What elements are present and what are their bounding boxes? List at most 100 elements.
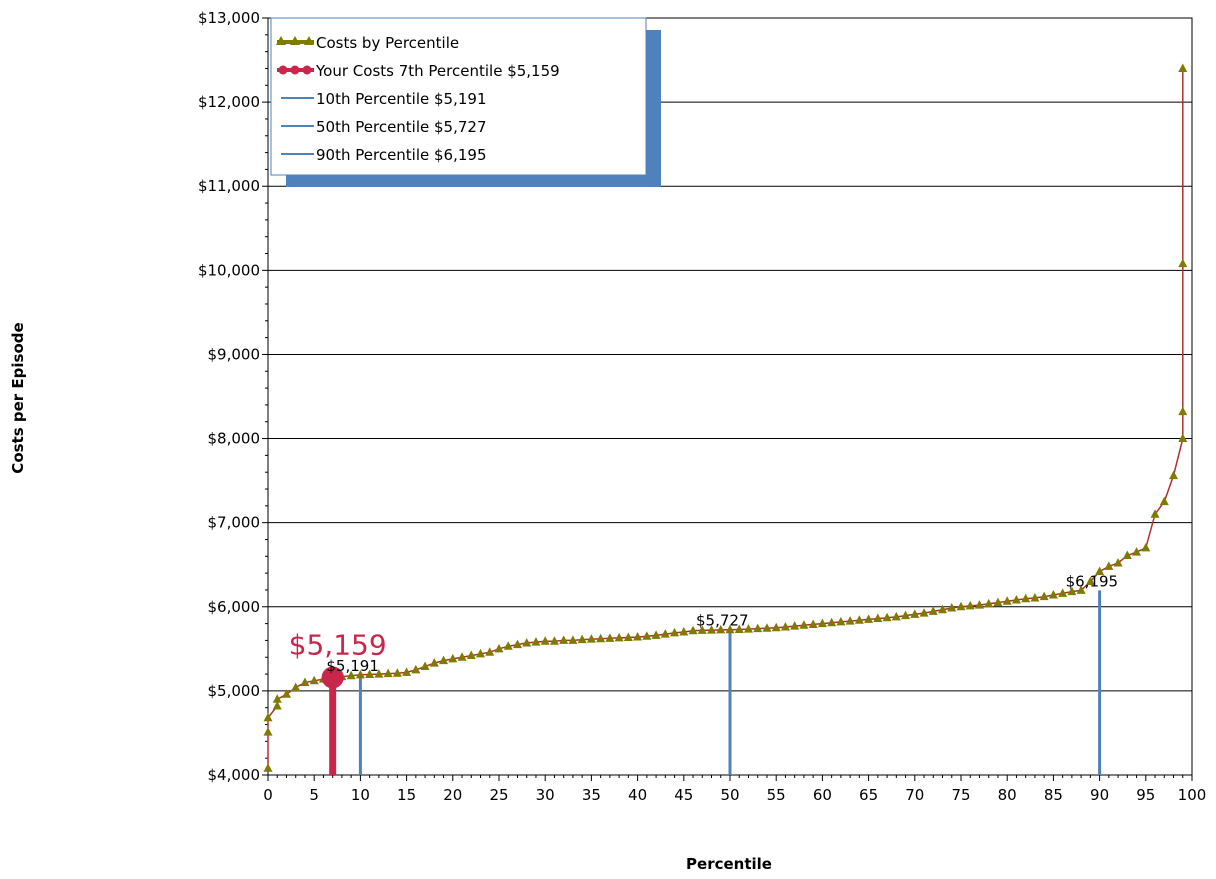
data-point (1122, 550, 1132, 559)
data-point (605, 633, 615, 642)
data-point (845, 616, 855, 625)
data-point (965, 600, 975, 610)
data-point (1030, 592, 1040, 602)
data-point (956, 601, 966, 611)
data-point (725, 624, 735, 634)
data-point (790, 621, 800, 630)
your-costs-marker: $5,159$5,191 $5,727 $6,195 (289, 572, 1118, 775)
data-point (429, 658, 439, 667)
x-tick-label: 100 (1178, 786, 1207, 804)
x-tick-label: 55 (767, 786, 786, 804)
data-point (660, 629, 670, 638)
data-point (670, 627, 680, 637)
x-axis-title: Percentile (686, 855, 772, 873)
data-point (1178, 406, 1188, 416)
data-point (392, 668, 402, 677)
data-point (586, 634, 596, 643)
legend-label: 50th Percentile $5,727 (316, 118, 487, 136)
x-tick-label: 80 (998, 786, 1017, 804)
y-tick-label: $7,000 (208, 514, 261, 532)
data-point (1178, 63, 1188, 72)
data-point (577, 634, 587, 644)
legend-circle-marker (302, 65, 312, 75)
data-point (1113, 558, 1123, 567)
data-point (1159, 496, 1169, 506)
series-line (267, 68, 1184, 769)
data-point (1002, 596, 1012, 605)
data-point (476, 648, 486, 658)
y-tick-label: $6,000 (208, 598, 261, 616)
legend: Costs by Percentile Your Costs 7th Percen… (270, 17, 661, 187)
data-point (901, 610, 911, 620)
data-point (743, 624, 753, 633)
data-point (300, 677, 310, 686)
data-point (365, 669, 375, 678)
data-point (817, 618, 827, 628)
data-point (355, 669, 365, 679)
reference-lines (358, 590, 1102, 775)
data-point (836, 616, 846, 626)
data-point (762, 623, 772, 632)
data-point (272, 694, 282, 703)
data-point (1104, 561, 1114, 570)
data-point (928, 606, 938, 615)
data-point (1169, 470, 1179, 480)
reference-label-10: $5,191 (326, 657, 379, 675)
y-tick-label: $10,000 (198, 261, 260, 279)
data-point (1178, 258, 1188, 268)
data-point (651, 630, 661, 639)
x-tick-label: 65 (859, 786, 878, 804)
data-point (1067, 586, 1077, 596)
x-tick-label: 15 (397, 786, 416, 804)
legend-label: 90th Percentile $6,195 (316, 146, 487, 164)
data-point (827, 617, 837, 627)
data-point (420, 661, 430, 670)
reference-label-90: $6,195 (1066, 572, 1119, 590)
data-point (1150, 509, 1160, 518)
data-point (346, 670, 356, 680)
data-point (466, 650, 476, 660)
data-point (272, 701, 282, 710)
data-point (263, 763, 273, 772)
data-point (873, 613, 883, 623)
data-point (633, 632, 643, 641)
data-point (309, 675, 319, 685)
data-point (780, 621, 790, 631)
legend-label: Costs by Percentile (316, 34, 459, 52)
data-point (919, 608, 929, 617)
data-point (697, 625, 707, 634)
x-tick-label: 50 (720, 786, 739, 804)
legend-label: Your Costs 7th Percentile $5,159 (315, 62, 560, 80)
data-point (485, 647, 495, 656)
your-costs-point (321, 666, 344, 689)
data-point (549, 636, 559, 645)
data-point (383, 668, 393, 678)
data-point (614, 632, 624, 642)
your-costs-label: $5,159 (289, 629, 387, 662)
axes: $4,000 $5,000 $6,000 $7,000 $8,000 $9,000 $10,… (198, 9, 1206, 804)
data-point (512, 639, 522, 649)
legend-label: 10th Percentile $5,191 (316, 90, 487, 108)
data-point (679, 627, 689, 636)
data-point (882, 612, 892, 622)
data-point (799, 620, 809, 629)
data-point (540, 636, 550, 645)
x-tick-label: 45 (674, 786, 693, 804)
x-tick-label: 95 (1136, 786, 1155, 804)
data-point (1058, 588, 1068, 597)
data-point (411, 664, 421, 674)
x-tick-label: 70 (905, 786, 924, 804)
x-tick-label: 90 (1090, 786, 1109, 804)
x-tick-label: 85 (1044, 786, 1063, 804)
y-tick-label: $8,000 (208, 430, 261, 448)
data-point (910, 609, 920, 618)
data-point (734, 624, 744, 633)
data-point (1021, 593, 1031, 603)
data-point (263, 712, 273, 722)
data-point (374, 669, 384, 678)
legend-triangle-marker (304, 36, 314, 45)
data-point (1178, 433, 1188, 443)
y-tick-label: $4,000 (208, 766, 261, 784)
data-point (291, 682, 301, 692)
